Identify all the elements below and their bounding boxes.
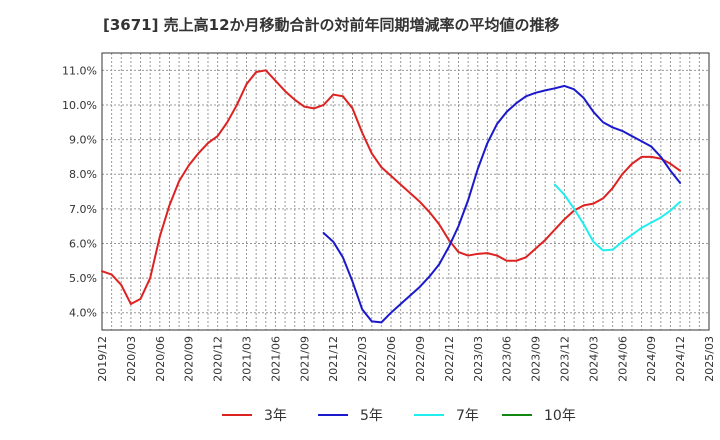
x-tick-label: 2023/03 <box>472 336 485 382</box>
x-tick-label: 2020/06 <box>154 336 167 382</box>
y-tick-label: 10.0% <box>62 99 97 112</box>
x-tick-label: 2023/06 <box>501 336 514 382</box>
x-tick-label: 2024/03 <box>587 336 600 382</box>
y-tick-label: 5.0% <box>69 272 97 285</box>
series-layer <box>101 69 682 324</box>
x-tick-label: 2023/12 <box>558 336 571 382</box>
y-tick-label: 9.0% <box>69 134 97 147</box>
y-tick-label: 11.0% <box>62 64 97 77</box>
series-line-3 <box>553 183 682 252</box>
x-tick-label: 2023/09 <box>530 336 543 382</box>
legend-label-3: 7年 <box>456 408 479 424</box>
x-tick-label: 2024/12 <box>674 336 687 382</box>
x-tick-label: 2020/09 <box>183 336 196 382</box>
x-tick-label: 2021/06 <box>269 336 282 382</box>
x-axis: 2019/12 2020/03 2020/06 2020/09 2020/12 2021/… <box>96 336 716 382</box>
x-tick-label: 2022/06 <box>385 336 398 382</box>
x-tick-label: 2025/03 <box>703 336 716 382</box>
x-tick-label: 2022/03 <box>356 336 369 382</box>
x-tick-label: 2021/12 <box>327 336 340 382</box>
x-tick-label: 2022/09 <box>414 336 427 382</box>
x-tick-label: 2024/09 <box>645 336 658 382</box>
legend-label-4: 10年 <box>544 408 576 424</box>
x-tick-label: 2022/12 <box>443 336 456 382</box>
y-axis: 4.0% 5.0% 6.0% 7.0% 8.0% 9.0% 10.0% 11.0% <box>62 64 97 319</box>
x-tick-label: 2021/03 <box>241 336 254 382</box>
grid <box>102 53 709 330</box>
legend: 3年 5年 7年 10年 <box>222 408 576 424</box>
plot-frame <box>101 52 710 331</box>
legend-label-1: 3年 <box>264 408 287 424</box>
y-tick-label: 8.0% <box>69 168 97 181</box>
y-tick-label: 4.0% <box>69 307 97 320</box>
x-tick-label: 2020/12 <box>212 336 225 382</box>
y-tick-label: 6.0% <box>69 237 97 250</box>
chart-title: [3671] 売上高12か月移動合計の対前年同期増減率の平均値の推移 <box>103 16 560 34</box>
x-tick-label: 2024/06 <box>616 336 629 382</box>
x-tick-label: 2019/12 <box>96 336 109 382</box>
x-tick-label: 2020/03 <box>125 336 138 382</box>
y-tick-label: 7.0% <box>69 203 97 216</box>
x-tick-label: 2021/09 <box>298 336 311 382</box>
legend-label-2: 5年 <box>360 408 383 424</box>
series-line-1 <box>101 69 682 306</box>
series-line-2 <box>322 84 682 324</box>
